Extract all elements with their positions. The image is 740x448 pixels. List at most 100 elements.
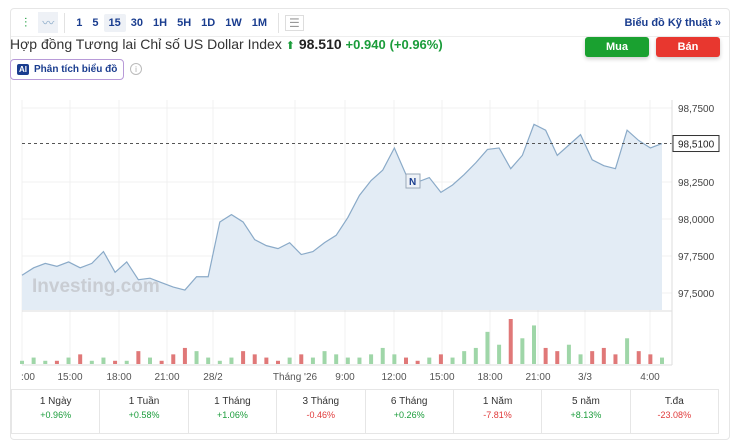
volume-bar — [20, 360, 24, 364]
x-tick-label: :00 — [21, 372, 35, 383]
period-6[interactable]: 5 năm +8.13% — [542, 390, 631, 433]
period-4[interactable]: 6 Tháng +0.26% — [366, 390, 454, 433]
volume-bar — [392, 354, 397, 364]
volume-bar — [380, 347, 385, 364]
x-tick-label: 12:00 — [381, 372, 406, 383]
volume-bar — [148, 357, 152, 364]
volume-bar — [625, 338, 630, 364]
y-tick-label: 98,7500 — [678, 104, 715, 115]
period-value: -23.08% — [657, 410, 692, 420]
period-label: 5 năm — [572, 396, 600, 407]
divider — [64, 12, 66, 33]
interval-1H[interactable]: 1H — [153, 16, 168, 29]
volume-bar — [159, 360, 164, 364]
period-label: 1 Tuần — [128, 396, 160, 407]
period-label: 3 Tháng — [302, 396, 340, 407]
volume-bar — [660, 357, 664, 364]
period-2[interactable]: 1 Tháng +1.06% — [189, 390, 278, 433]
settings-panel-icon[interactable]: ☰ — [284, 14, 304, 31]
volume-bar — [590, 351, 595, 364]
volume-bar — [217, 360, 222, 364]
volume-bar — [136, 351, 141, 364]
volume-bar — [473, 347, 478, 364]
last-price: 98.510 — [298, 36, 342, 52]
ai-label: Phân tích biểu đồ — [34, 64, 118, 75]
x-tick-label: 9:00 — [335, 372, 355, 383]
y-tick-label: 97,5000 — [678, 289, 715, 300]
technical-chart-link[interactable]: Biểu đồ Kỹ thuật » — [624, 17, 721, 29]
interval-30[interactable]: 30 — [130, 16, 144, 29]
y-tick-label: 98,2500 — [678, 178, 715, 189]
x-tick-label: 15:00 — [429, 372, 454, 383]
volume-bar — [648, 354, 653, 364]
volume-bar — [369, 354, 374, 364]
period-3[interactable]: 3 Tháng -0.46% — [277, 390, 366, 433]
volume-bar — [89, 360, 94, 364]
period-label: 1 Ngày — [39, 396, 72, 407]
volume-bar — [578, 354, 583, 364]
volume-bar — [287, 357, 292, 364]
period-0[interactable]: 1 Ngày +0.96% — [12, 390, 101, 433]
volume-bar — [566, 344, 571, 364]
volume-bar — [252, 354, 257, 364]
x-tick-label: 18:00 — [106, 372, 131, 383]
volume-bar — [357, 357, 362, 364]
x-tick-label: 18:00 — [477, 372, 502, 383]
x-tick-label: 21:00 — [154, 372, 179, 383]
volume-bar — [450, 357, 455, 364]
volume-bar — [543, 347, 548, 364]
ai-chart-analysis-button[interactable]: AI Phân tích biểu đồ — [10, 59, 125, 80]
period-value: +8.13% — [570, 410, 602, 420]
volume-bar — [276, 360, 280, 364]
buy-button[interactable]: Mua — [585, 37, 649, 57]
sell-button[interactable]: Bán — [656, 37, 720, 57]
period-value: +0.58% — [128, 410, 160, 420]
interval-1[interactable]: 1 — [76, 16, 83, 29]
interval-1W[interactable]: 1W — [225, 16, 242, 29]
volume-bar — [555, 351, 560, 364]
chart-widget: ⫶ 〰 1 5 15 30 1H 5H 1D 1W 1M ☰ Biểu đồ Kỹ thuật … — [10, 8, 730, 440]
current-price-label: 98,5100 — [678, 140, 715, 151]
x-tick-label: Tháng '26 — [273, 372, 318, 383]
volume-bar — [229, 357, 234, 364]
info-icon[interactable]: i — [130, 63, 142, 75]
volume-bar — [264, 357, 269, 364]
arrow-up-icon: ⬆ — [285, 40, 295, 52]
volume-bar — [241, 351, 246, 364]
x-tick-label: 15:00 — [57, 372, 82, 383]
volume-bar — [404, 357, 408, 364]
chart-toolbar: ⫶ 〰 1 5 15 30 1H 5H 1D 1W 1M ☰ Biểu đồ Kỹ thuật … — [11, 9, 729, 37]
interval-5[interactable]: 5 — [92, 16, 99, 29]
volume-bar — [636, 351, 641, 364]
price-area — [22, 124, 662, 310]
volume-bar — [532, 325, 536, 364]
volume-bar — [322, 351, 327, 364]
price-change-pct: (+0.96%) — [389, 37, 443, 52]
volume-bar — [334, 354, 339, 364]
current-price-box — [672, 135, 720, 153]
candlestick-icon[interactable]: ⫶ — [24, 14, 28, 30]
x-tick-label: 4:00 — [640, 372, 660, 383]
period-value: +0.26% — [393, 410, 425, 420]
interval-1D[interactable]: 1D — [201, 16, 216, 29]
interval-1M[interactable]: 1M — [251, 16, 267, 29]
volume-bar — [101, 357, 106, 364]
x-tick-label: 21:00 — [525, 372, 550, 383]
period-7[interactable]: T.đa -23.08% — [631, 390, 718, 433]
news-marker-label: N — [409, 177, 416, 188]
volume-bar — [78, 354, 83, 364]
volume-bar — [31, 357, 36, 364]
news-marker — [405, 173, 421, 189]
period-value: +0.96% — [40, 410, 72, 420]
period-5[interactable]: 1 Năm -7.81% — [454, 390, 543, 433]
volume-bar — [462, 351, 467, 364]
volume-bar — [310, 357, 315, 364]
price-chart[interactable]: Investing.com 98,5100 98,7500 98,2500 98,000… — [0, 0, 740, 390]
x-tick-label: 3/3 — [578, 372, 592, 383]
volume-bar — [613, 354, 618, 364]
area-chart-icon[interactable]: 〰 — [38, 12, 59, 33]
interval-15[interactable]: 15 — [103, 13, 126, 32]
volume-bar — [66, 357, 71, 364]
interval-5H[interactable]: 5H — [177, 16, 192, 29]
period-1[interactable]: 1 Tuần +0.58% — [100, 390, 189, 433]
